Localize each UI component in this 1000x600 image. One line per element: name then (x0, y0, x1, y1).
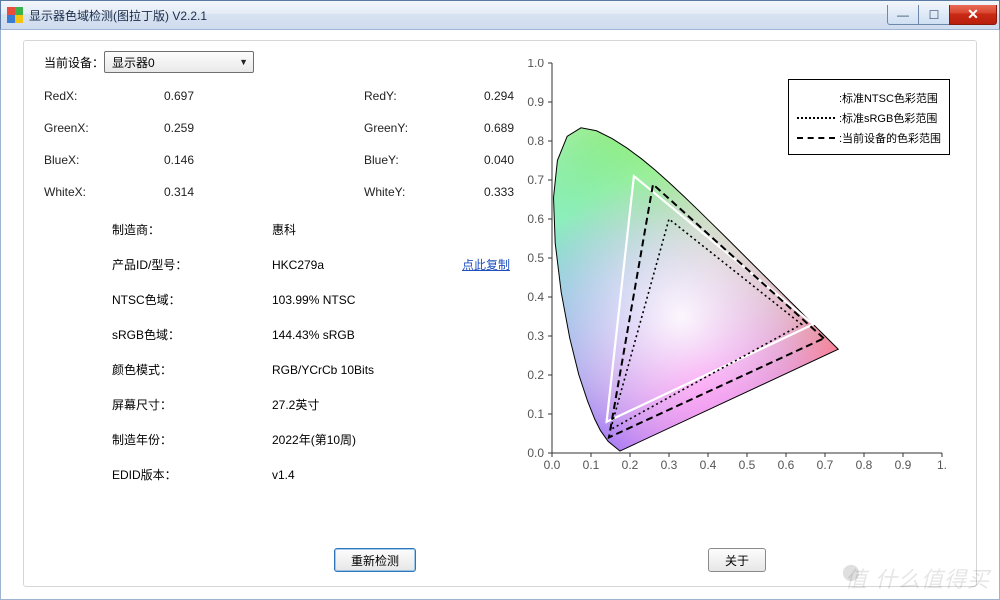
mfgdate-value: 2022年(第10周) (272, 431, 462, 448)
manufacturer-value: 惠科 (272, 221, 462, 238)
watermark-icon (842, 564, 860, 582)
svg-text:0.2: 0.2 (527, 368, 544, 382)
svg-text:0.5: 0.5 (739, 458, 756, 472)
window-title: 显示器色域检测(图拉丁版) V2.2.1 (29, 7, 887, 24)
screensize-value: 27.2英寸 (272, 396, 462, 413)
svg-text:0.7: 0.7 (817, 458, 834, 472)
bluey-label: BlueY: (364, 153, 484, 167)
product-label: 产品ID/型号： (112, 256, 272, 273)
svg-text:0.1: 0.1 (583, 458, 600, 472)
current-device-label: 当前设备： (44, 54, 104, 71)
svg-text:0.6: 0.6 (778, 458, 795, 472)
whitex-value: 0.314 (164, 185, 284, 199)
svg-text:0.4: 0.4 (700, 458, 717, 472)
srgb-label: sRGB色域： (112, 326, 272, 343)
legend-ntsc: :标准NTSC色彩范围 (839, 90, 938, 106)
window-controls: — ☐ ✕ (887, 5, 997, 25)
svg-text:0.1: 0.1 (527, 407, 544, 421)
greeny-label: GreenY: (364, 121, 484, 135)
about-button[interactable]: 关于 (708, 548, 766, 572)
chart-legend: :标准NTSC色彩范围 :标准sRGB色彩范围 :当前设备的色彩范围 (788, 79, 950, 155)
svg-text:0.8: 0.8 (856, 458, 873, 472)
device-selected: 显示器0 (112, 54, 155, 71)
svg-text:0.3: 0.3 (661, 458, 678, 472)
greenx-label: GreenX: (44, 121, 164, 135)
ntsc-value: 103.99% NTSC (272, 293, 462, 307)
bluex-value: 0.146 (164, 153, 284, 167)
window-maximize-button[interactable]: ☐ (918, 5, 950, 25)
redy-label: RedY: (364, 89, 484, 103)
svg-text:0.9: 0.9 (527, 95, 544, 109)
svg-text:0.4: 0.4 (527, 290, 544, 304)
main-groupbox: 当前设备： 显示器0 ▼ RedX: 0.697 RedY: 0.294 Gre… (23, 40, 977, 587)
colormode-label: 颜色模式： (112, 361, 272, 378)
svg-text:0.0: 0.0 (527, 446, 544, 460)
svg-text:0.9: 0.9 (895, 458, 912, 472)
device-combobox[interactable]: 显示器0 ▼ (104, 51, 254, 73)
window-close-button[interactable]: ✕ (949, 5, 997, 25)
whitex-label: WhiteX: (44, 185, 164, 199)
colormode-value: RGB/YCrCb 10Bits (272, 363, 462, 377)
redx-label: RedX: (44, 89, 164, 103)
svg-text:0.8: 0.8 (527, 134, 544, 148)
window-minimize-button[interactable]: — (887, 5, 919, 25)
srgb-value: 144.43% sRGB (272, 328, 462, 342)
redetect-button[interactable]: 重新检测 (334, 548, 416, 572)
window-titlebar: 显示器色域检测(图拉丁版) V2.2.1 — ☐ ✕ (0, 0, 1000, 30)
product-value: HKC279a (272, 258, 462, 272)
greenx-value: 0.259 (164, 121, 284, 135)
legend-srgb: :标准sRGB色彩范围 (839, 110, 937, 126)
legend-device: :当前设备的色彩范围 (839, 130, 941, 146)
window-client-area: 当前设备： 显示器0 ▼ RedX: 0.697 RedY: 0.294 Gre… (0, 30, 1000, 600)
screensize-label: 屏幕尺寸： (112, 396, 272, 413)
svg-text:0.0: 0.0 (544, 458, 561, 472)
chromaticity-chart: 0.00.0 0.1 0.1 0.2 0.2 0.3 0.3 0.4 0.4 0.5 0.5 0.6 0… (506, 59, 956, 479)
redx-value: 0.697 (164, 89, 284, 103)
edid-value: v1.4 (272, 468, 462, 482)
bluex-label: BlueX: (44, 153, 164, 167)
ntsc-label: NTSC色域： (112, 291, 272, 308)
svg-text:0.6: 0.6 (527, 212, 544, 226)
svg-text:1.: 1. (937, 458, 947, 472)
chevron-down-icon: ▼ (239, 57, 248, 67)
manufacturer-label: 制造商： (112, 221, 272, 238)
edid-label: EDID版本： (112, 466, 272, 483)
svg-text:1.0: 1.0 (527, 59, 544, 70)
svg-text:0.2: 0.2 (622, 458, 639, 472)
app-icon (7, 7, 23, 23)
svg-text:0.5: 0.5 (527, 251, 544, 265)
svg-text:0.7: 0.7 (527, 173, 544, 187)
mfgdate-label: 制造年份： (112, 431, 272, 448)
whitey-label: WhiteY: (364, 185, 484, 199)
svg-text:0.3: 0.3 (527, 329, 544, 343)
